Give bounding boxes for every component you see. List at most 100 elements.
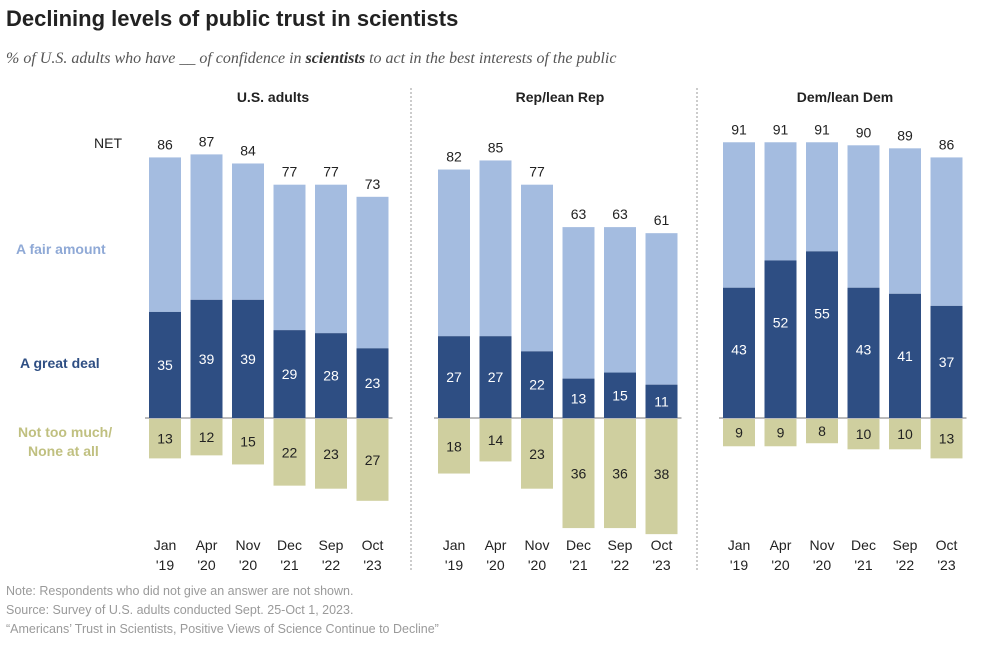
great-deal-value-label: 27: [488, 369, 504, 385]
x-tick-label-year: '22: [896, 557, 914, 573]
net-value-label: 77: [529, 164, 545, 180]
not-too-much-value-label: 10: [856, 426, 872, 442]
not-too-much-value-label: 9: [735, 425, 743, 441]
panel-title-2: Rep/lean Rep: [516, 89, 605, 105]
row-label-great-deal: A great deal: [20, 355, 100, 371]
great-deal-value-label: 41: [897, 348, 913, 364]
bar-not-too-much: [723, 419, 755, 447]
net-value-label: 84: [240, 142, 256, 158]
x-tick-label-year: '20: [528, 557, 546, 573]
great-deal-value-label: 29: [282, 366, 298, 382]
x-tick-label-year: '20: [813, 557, 831, 573]
net-value-label: 91: [773, 121, 789, 137]
great-deal-value-label: 13: [571, 390, 587, 406]
bar-great-deal: [438, 336, 470, 418]
bar-fair-amount: [847, 145, 880, 288]
bar-not-too-much: [479, 419, 512, 462]
bar-not-too-much: [438, 419, 470, 474]
not-too-much-value-label: 23: [529, 446, 545, 462]
bar-fair-amount: [438, 169, 470, 337]
x-tick-label-year: '23: [363, 557, 381, 573]
bar-fair-amount: [315, 184, 347, 334]
great-deal-value-label: 43: [856, 342, 872, 358]
bar-great-deal: [273, 330, 306, 418]
great-deal-value-label: 28: [323, 368, 339, 384]
x-tick-label-month: Jan: [154, 537, 177, 553]
row-label-not-too-much: Not too much/: [18, 424, 112, 440]
great-deal-value-label: 39: [199, 351, 215, 367]
x-tick-label-year: '21: [569, 557, 587, 573]
bar-great-deal: [356, 348, 389, 418]
bar-great-deal: [521, 351, 553, 418]
x-tick-label-month: Nov: [810, 537, 835, 553]
subtitle-emphasis: scientists: [305, 50, 366, 67]
great-deal-value-label: 11: [654, 393, 669, 409]
not-too-much-value-label: 23: [323, 446, 339, 462]
x-tick-label-year: '21: [854, 557, 872, 573]
great-deal-value-label: 39: [240, 351, 256, 367]
x-tick-label-year: '22: [611, 557, 629, 573]
bar-great-deal: [149, 311, 181, 418]
panel-title-3: Dem/lean Dem: [797, 89, 893, 105]
great-deal-value-label: 55: [814, 305, 830, 321]
subtitle-prefix: % of U.S. adults who have __ of confiden…: [6, 50, 306, 67]
bar-great-deal: [645, 384, 678, 418]
net-value-label: 77: [323, 164, 339, 180]
not-too-much-value-label: 8: [818, 423, 826, 439]
net-value-label: 91: [731, 121, 747, 137]
bar-great-deal: [847, 287, 880, 418]
note-text: Note: Respondents who did not give an an…: [6, 584, 354, 598]
great-deal-value-label: 23: [365, 375, 381, 391]
source-text: Source: Survey of U.S. adults conducted …: [6, 603, 354, 617]
net-value-label: 63: [612, 206, 628, 222]
bar-great-deal: [562, 378, 595, 418]
bar-great-deal: [723, 287, 755, 418]
chart-subtitle: % of U.S. adults who have __ of confiden…: [6, 50, 616, 68]
x-tick-label-month: Sep: [893, 537, 918, 553]
x-tick-label-month: Apr: [770, 537, 792, 553]
x-tick-label-year: '20: [197, 557, 215, 573]
x-tick-label-year: '20: [239, 557, 257, 573]
x-tick-label-month: Nov: [236, 537, 261, 553]
bar-not-too-much: [604, 419, 636, 529]
bar-great-deal: [232, 299, 264, 418]
x-tick-label-year: '21: [280, 557, 298, 573]
row-label-fair-amount: A fair amount: [16, 241, 106, 257]
bar-not-too-much: [273, 419, 306, 486]
bar-great-deal: [479, 336, 512, 418]
bar-not-too-much: [806, 419, 838, 444]
bar-fair-amount: [723, 142, 755, 288]
x-tick-label-month: Dec: [277, 537, 302, 553]
bar-great-deal: [806, 251, 838, 418]
x-tick-label-month: Apr: [196, 537, 218, 553]
x-tick-label-month: Nov: [525, 537, 550, 553]
bar-great-deal: [930, 305, 963, 418]
bar-fair-amount: [930, 157, 963, 306]
bar-not-too-much: [190, 419, 223, 456]
bar-great-deal: [315, 333, 347, 418]
great-deal-value-label: 35: [157, 357, 173, 373]
bar-great-deal: [889, 293, 921, 418]
not-too-much-value-label: 9: [777, 425, 785, 441]
bar-fair-amount: [764, 142, 797, 261]
net-value-label: 85: [488, 139, 504, 155]
net-value-label: 89: [897, 127, 913, 143]
not-too-much-value-label: 10: [897, 426, 913, 442]
chart-title: Declining levels of public trust in scie…: [6, 6, 459, 31]
bar-fair-amount: [479, 160, 512, 337]
bar-not-too-much: [930, 419, 963, 459]
row-label-none-at-all: None at all: [28, 443, 99, 459]
x-tick-label-year: '19: [445, 557, 463, 573]
bar-fair-amount: [645, 233, 678, 385]
net-value-label: 87: [199, 133, 215, 149]
x-tick-label-year: '20: [771, 557, 789, 573]
bar-not-too-much: [232, 419, 264, 465]
net-value-label: 90: [856, 124, 872, 140]
bar-fair-amount: [521, 184, 553, 352]
bar-fair-amount: [149, 157, 181, 312]
x-tick-label-month: Dec: [851, 537, 876, 553]
row-label-net: NET: [94, 135, 122, 151]
great-deal-value-label: 15: [612, 387, 628, 403]
net-value-label: 63: [571, 206, 587, 222]
